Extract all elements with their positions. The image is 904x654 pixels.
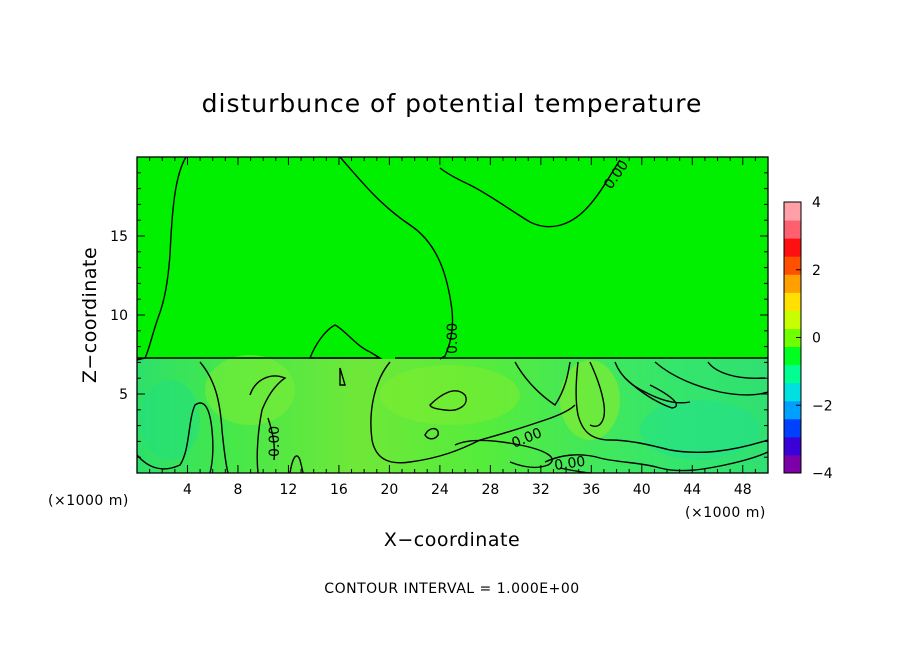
colorbar-swatch [784,400,801,420]
contour-label: 0.00 [445,323,461,354]
cool-patch-2 [640,400,760,460]
colorbar-tick-label: 0 [812,331,821,347]
x-tick-label: 4 [183,482,192,498]
contour-line [589,361,606,427]
x-tick-label: 12 [280,482,298,498]
colorbar-tick-label: 2 [812,263,821,279]
y-tick-label: 10 [110,308,128,324]
warm-patch-1 [205,355,295,425]
colorbar-swatch [784,328,801,348]
x-tick-label: 44 [683,482,701,498]
colorbar-swatch [784,310,801,329]
x-unit-label-left: (×1000 m) [48,493,129,509]
contour-line [136,402,214,474]
x-tick-label: 32 [532,482,550,498]
contour-line [339,367,346,386]
y-axis: 5 10 15 [110,172,768,458]
cool-patch-1 [140,380,200,460]
plot-area [137,157,768,473]
colorbar-swatch [784,382,801,402]
colorbar-swatch [784,292,801,311]
contour-line [439,159,621,228]
contour-line [136,156,187,361]
x-tick-label: 16 [330,482,348,498]
colorbar-swatch [784,418,801,438]
contour-line [544,451,769,472]
x-tick-label: 24 [431,482,449,498]
colorbar-swatch [784,346,801,366]
x-unit-label-right: (×1000 m) [685,505,766,521]
y-tick-label: 15 [110,229,128,245]
contour-line [654,361,769,396]
warm-patch-3 [560,360,620,440]
contour-line [308,324,383,359]
colorbar-swatch [784,238,801,257]
colorbar-tick-label: −4 [812,466,833,482]
colorbar-swatch [784,436,801,456]
colorbar-swatch [784,220,801,239]
x-axis: 4 8 12 16 20 24 28 32 36 40 44 48 [149,157,756,498]
x-tick-label: 28 [481,482,499,498]
colorbar-swatch [784,202,801,221]
contour-label: 0.00 [553,454,586,474]
contour-line [429,390,467,412]
colorbar: 4 2 0 −2 −4 [783,195,833,482]
contour-line [339,156,454,360]
contour-line [454,439,553,469]
contour-line [289,455,304,474]
contour-line [614,361,691,404]
contour-line [514,361,571,406]
contour-line [249,375,287,474]
colorbar-tick-label: −2 [812,398,833,414]
x-tick-label: 36 [582,482,600,498]
y-axis-label: Z−coordinate [79,247,101,383]
contour-line [199,361,229,474]
contour-interval-note: CONTOUR INTERVAL = 1.000E+00 [324,581,579,597]
contour-line [370,361,576,464]
chart-title: disturbunce of potential temperature [202,89,703,118]
x-axis-label: X−coordinate [384,529,520,551]
colorbar-swatch [784,256,801,275]
contour-line [267,417,276,461]
contour-line [707,361,766,379]
colorbar-swatch [784,274,801,293]
colorbar-swatch [784,364,801,384]
x-tick-label: 20 [380,482,398,498]
x-tick-label: 40 [633,482,651,498]
y-tick-label: 5 [119,387,128,403]
colorbar-swatch [784,454,801,474]
contour-lines [136,156,769,474]
contour-line [624,377,678,409]
warm-patch-2 [380,365,520,425]
colorbar-tick-label: 4 [812,195,821,211]
contour-line [575,361,769,453]
x-tick-label: 48 [734,482,752,498]
contour-line [424,427,439,440]
x-tick-label: 8 [233,482,242,498]
contour-label: 0.00 [267,426,283,457]
